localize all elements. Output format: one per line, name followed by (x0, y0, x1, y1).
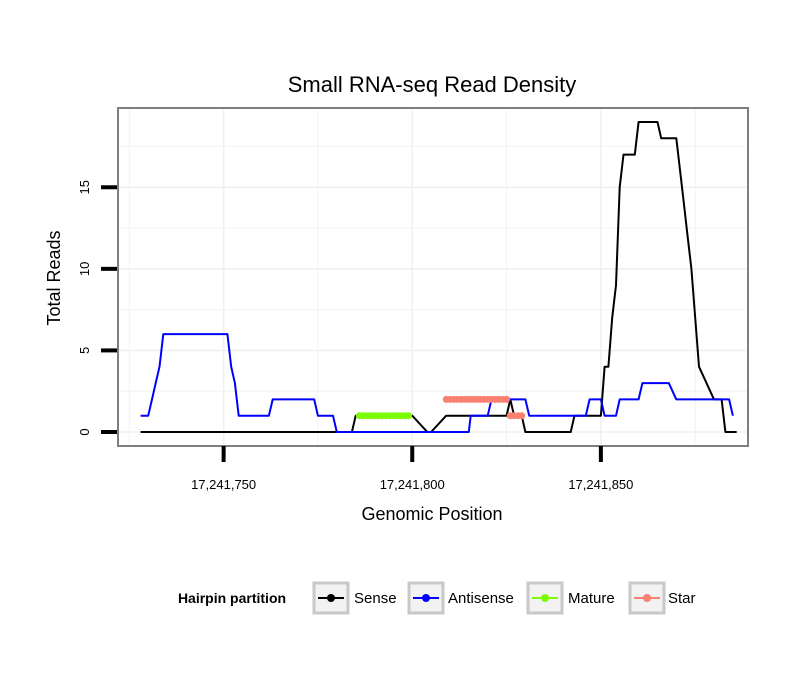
y-tick-label: 0 (77, 428, 92, 435)
legend: Hairpin partition Sense Antisense Mature St… (178, 581, 696, 615)
legend-key-point (422, 594, 430, 602)
legend-key-point (327, 594, 335, 602)
series-layer (140, 121, 737, 433)
axes: 17,241,750 17,241,800 17,241,850 0 5 10 15 (77, 180, 633, 492)
legend-title: Hairpin partition (178, 590, 286, 606)
x-tick-label: 17,241,750 (191, 477, 256, 492)
legend-label: Star (668, 590, 696, 607)
grid (118, 108, 748, 446)
x-tick-label: 17,241,850 (568, 477, 633, 492)
x-tick-label: 17,241,800 (380, 477, 445, 492)
y-tick-label: 10 (77, 262, 92, 276)
legend-item-star: Star (628, 581, 696, 615)
legend-label: Antisense (448, 590, 514, 607)
series-line-sense (140, 121, 737, 433)
legend-key-point (643, 594, 651, 602)
series-mature-points (355, 412, 412, 420)
series-star-points (442, 395, 526, 420)
legend-item-mature: Mature (526, 581, 615, 615)
y-tick-label: 15 (77, 180, 92, 194)
legend-label: Sense (354, 590, 397, 607)
y-tick-label: 5 (77, 347, 92, 354)
legend-label: Mature (568, 590, 615, 607)
x-axis-title: Genomic Position (361, 504, 502, 524)
legend-item-antisense: Antisense (407, 581, 514, 615)
star-point (503, 395, 511, 403)
y-axis-title: Total Reads (44, 230, 64, 325)
legend-key-point (541, 594, 549, 602)
legend-item-sense: Sense (312, 581, 397, 615)
star-point (518, 412, 526, 420)
series-line-antisense (140, 333, 734, 433)
chart-title: Small RNA-seq Read Density (288, 72, 577, 97)
mature-point (405, 412, 412, 420)
panel-border (117, 107, 749, 447)
